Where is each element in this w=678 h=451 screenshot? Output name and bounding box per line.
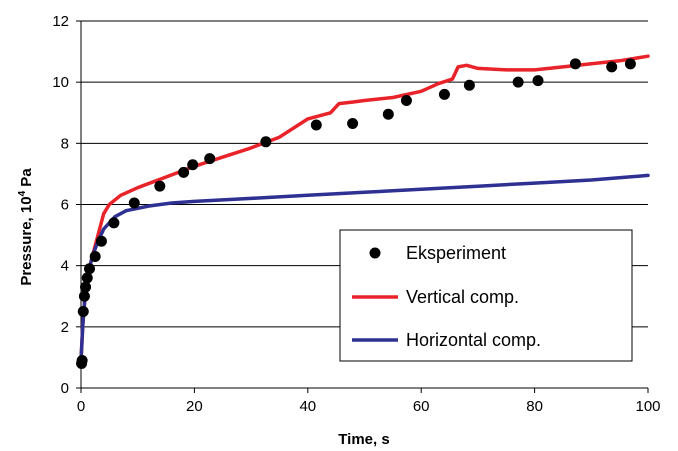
data-point-eksperiment-4	[80, 281, 92, 293]
legend-label-eksperiment: Eksperiment	[406, 243, 506, 263]
data-point-eksperiment-19	[400, 95, 412, 107]
data-point-eksperiment-16	[310, 119, 322, 131]
data-point-eksperiment-25	[606, 61, 618, 73]
y-tick-label-6: 12	[52, 13, 69, 30]
data-point-eksperiment-15	[260, 136, 272, 148]
data-point-eksperiment-9	[108, 217, 120, 229]
x-tick-label-4: 80	[526, 398, 543, 415]
y-tick-label-5: 10	[52, 74, 69, 91]
data-point-eksperiment-10	[128, 197, 140, 209]
y-tick-label-0: 0	[61, 380, 69, 397]
legend-label-vertical: Vertical comp.	[406, 287, 519, 307]
data-point-eksperiment-12	[178, 166, 190, 178]
y-tick-label-3: 6	[61, 197, 69, 214]
x-tick-label-2: 40	[299, 398, 316, 415]
data-point-eksperiment-14	[204, 153, 216, 165]
data-point-eksperiment-6	[84, 263, 96, 275]
data-point-eksperiment-1	[76, 354, 88, 366]
data-point-eksperiment-26	[624, 58, 636, 70]
x-tick-label-3: 60	[413, 398, 430, 415]
data-point-eksperiment-8	[95, 235, 107, 247]
data-point-eksperiment-17	[347, 117, 359, 129]
data-point-eksperiment-11	[154, 180, 166, 192]
y-tick-label-2: 4	[61, 258, 69, 275]
x-tick-label-0: 0	[77, 398, 85, 415]
legend-marker-eksperiment	[369, 247, 381, 259]
data-point-eksperiment-20	[438, 88, 450, 100]
data-point-eksperiment-22	[512, 76, 524, 88]
legend: Eksperiment Vertical comp. Horizontal co…	[339, 229, 633, 362]
data-point-eksperiment-24	[569, 58, 581, 70]
tick-labels: 0 2 4 6 8 10 12 0 20 40 60 80 100	[52, 13, 660, 415]
data-point-eksperiment-23	[532, 75, 544, 87]
x-axis-title: Time, s	[338, 431, 389, 448]
x-tick-label-1: 20	[186, 398, 203, 415]
data-point-eksperiment-5	[81, 272, 93, 284]
y-axis-title-exponent: 4	[17, 190, 28, 196]
legend-label-horizontal: Horizontal comp.	[406, 330, 541, 350]
y-tick-label-4: 8	[61, 135, 69, 152]
series-line-vertical-comp	[79, 54, 650, 363]
y-axis-title: Pressure, 104 Pa	[17, 168, 35, 286]
data-point-eksperiment-13	[187, 159, 199, 171]
y-axis-title-main: Pressure, 10	[18, 196, 35, 285]
x-tick-label-5: 100	[635, 398, 660, 415]
y-tick-label-1: 2	[61, 319, 69, 336]
data-point-eksperiment-7	[89, 250, 101, 262]
y-axis-title-unit: Pa	[18, 168, 35, 191]
data-point-eksperiment-3	[78, 290, 90, 302]
data-point-eksperiment-21	[463, 79, 475, 91]
data-point-eksperiment-2	[77, 306, 89, 318]
data-point-eksperiment-18	[382, 108, 394, 120]
series-layer	[76, 54, 650, 370]
